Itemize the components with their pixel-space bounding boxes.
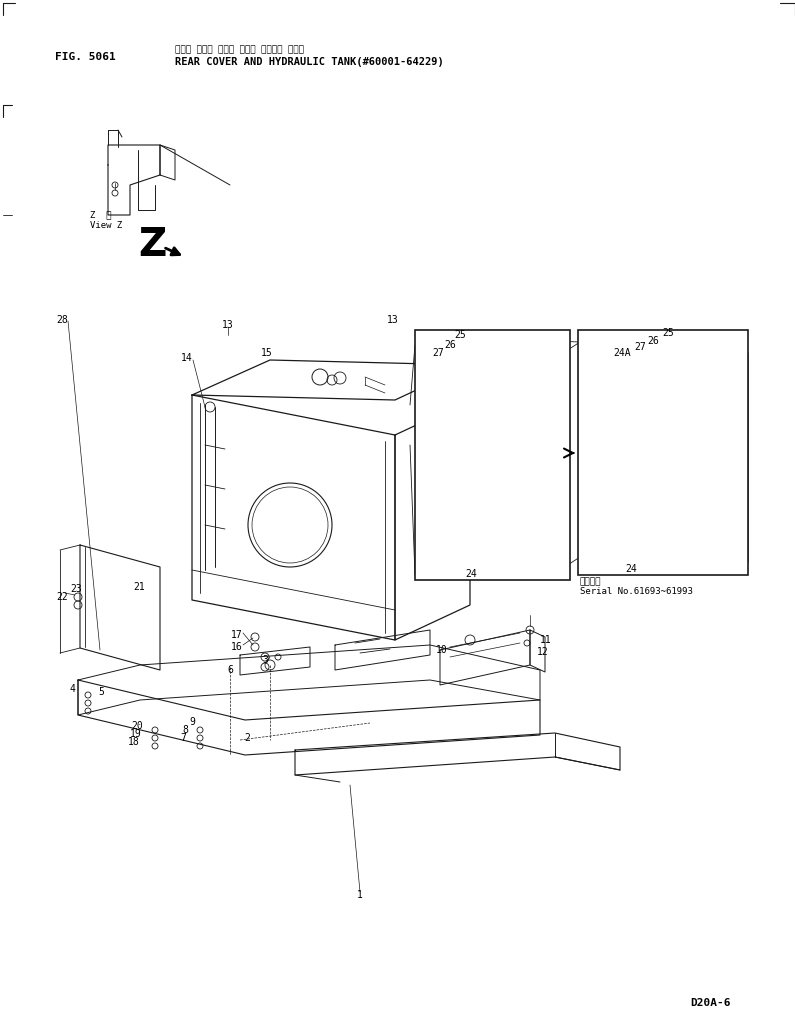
- Text: 7: 7: [180, 733, 186, 743]
- Text: 15: 15: [261, 348, 273, 358]
- Text: 17: 17: [231, 630, 243, 640]
- Text: 24: 24: [625, 564, 637, 574]
- Text: 12: 12: [537, 647, 549, 657]
- Text: 25: 25: [454, 330, 466, 340]
- Text: 21: 21: [134, 582, 145, 592]
- Text: Z: Z: [138, 226, 166, 264]
- Text: Serial No.61693~61993: Serial No.61693~61993: [580, 587, 693, 597]
- Text: 10: 10: [436, 645, 448, 655]
- Text: 19: 19: [130, 729, 142, 739]
- Text: 8: 8: [182, 725, 188, 735]
- Text: 11: 11: [540, 636, 552, 645]
- Text: 3: 3: [262, 655, 268, 665]
- Text: 1: 1: [357, 890, 363, 900]
- Text: 13: 13: [387, 315, 399, 325]
- Text: 26: 26: [444, 340, 456, 350]
- Text: FIG. 5061: FIG. 5061: [55, 52, 116, 62]
- Text: 18: 18: [128, 737, 140, 747]
- Bar: [578, 330, 748, 575]
- Text: REAR COVER AND HYDRAULIC TANK(#60001-64229): REAR COVER AND HYDRAULIC TANK(#60001-642…: [175, 57, 444, 67]
- Text: 13: 13: [222, 320, 234, 330]
- Text: 2: 2: [244, 733, 250, 743]
- Text: 23: 23: [70, 584, 82, 594]
- Text: 27: 27: [432, 348, 444, 358]
- Text: 22: 22: [56, 592, 68, 602]
- Text: 28: 28: [56, 315, 68, 325]
- Bar: [415, 330, 570, 580]
- Text: リヤー カバー オコビ ハイド ロリック タンク: リヤー カバー オコビ ハイド ロリック タンク: [175, 45, 304, 54]
- Text: Z  視: Z 視: [90, 210, 111, 219]
- Text: D20A-6: D20A-6: [690, 998, 731, 1008]
- Text: 適用号標: 適用号標: [580, 577, 602, 586]
- Text: 26: 26: [647, 336, 659, 346]
- Text: 9: 9: [189, 718, 195, 727]
- Text: 25: 25: [662, 328, 674, 338]
- Text: 27: 27: [634, 342, 646, 352]
- Text: 24: 24: [465, 569, 477, 579]
- Text: 24A: 24A: [613, 348, 630, 358]
- Text: 14: 14: [181, 353, 193, 363]
- Text: 6: 6: [227, 665, 233, 675]
- Text: 16: 16: [231, 642, 243, 652]
- Text: 5: 5: [98, 687, 104, 697]
- Text: 4: 4: [69, 684, 75, 694]
- Text: View Z: View Z: [90, 220, 122, 230]
- Text: 20: 20: [131, 721, 143, 731]
